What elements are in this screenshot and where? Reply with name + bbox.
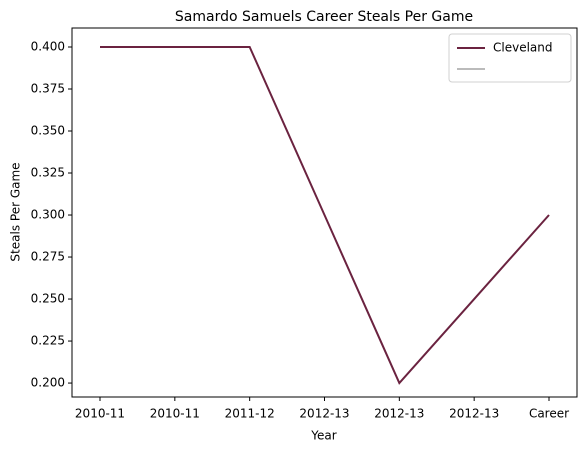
x-tick-label: 2011-12: [225, 407, 275, 421]
y-tick-label: 0.275: [31, 250, 65, 264]
y-tick-label: 0.225: [31, 334, 65, 348]
plot-frame: [71, 27, 578, 398]
x-tick-label: 2012-13: [374, 407, 424, 421]
chart-title: Samardo Samuels Career Steals Per Game: [175, 9, 473, 25]
y-axis-label: Steals Per Game: [9, 162, 23, 261]
line-series: [100, 45, 550, 385]
y-tick-label: 0.350: [31, 124, 65, 138]
y-tick-label: 0.300: [31, 208, 65, 222]
x-tick-label: 2012-13: [299, 407, 349, 421]
y-tick-label: 0.400: [31, 39, 65, 53]
y-tick-label: 0.250: [31, 292, 65, 306]
x-tick-label: Career: [529, 407, 569, 421]
y-tick-label: 0.325: [31, 166, 65, 180]
legend-label: Cleveland: [493, 41, 553, 55]
y-tick-label: 0.375: [31, 81, 65, 95]
x-tick-label: 2010-11: [75, 407, 125, 421]
y-tick-label: 0.200: [31, 376, 65, 390]
x-tick-label: 2012-13: [449, 407, 499, 421]
x-tick-label: 2010-11: [150, 407, 200, 421]
x-axis-label: Year: [310, 429, 336, 443]
